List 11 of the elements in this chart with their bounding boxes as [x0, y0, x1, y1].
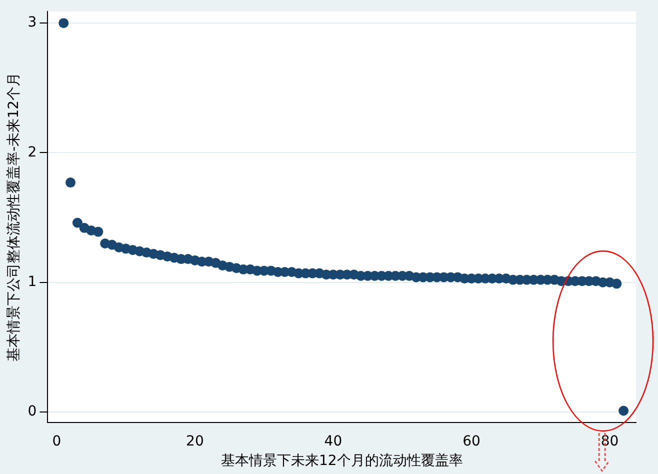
- x-tick-label: 20: [186, 433, 204, 450]
- x-tick-label: 40: [324, 433, 342, 450]
- x-tick-label: 0: [52, 433, 62, 450]
- x-axis-title: 基本情景下未来12个月的流动性覆盖率: [220, 453, 463, 470]
- y-axis-title: 基本情景下公司整体流动性覆盖率-未来12个月: [6, 72, 22, 362]
- y-tick-label: 2: [28, 144, 37, 160]
- x-tick-label: 60: [462, 433, 480, 450]
- y-tick-label: 3: [28, 14, 37, 31]
- y-tick-label: 1: [28, 274, 37, 290]
- y-tick-label: 0: [28, 404, 37, 420]
- x-tick-label: 80: [600, 433, 619, 450]
